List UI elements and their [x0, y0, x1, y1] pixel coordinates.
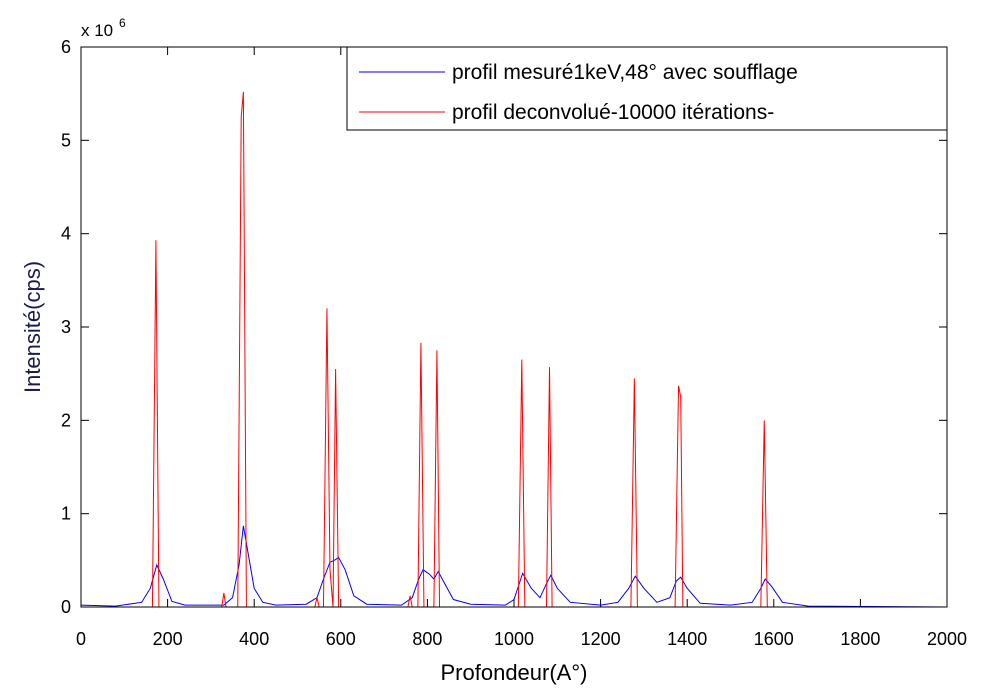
data-line: [80, 525, 948, 608]
y-tick-label: 1: [61, 504, 71, 524]
legend-box: [346, 46, 948, 131]
x-tick-label: 1200: [581, 629, 621, 649]
y-tick-label: 6: [61, 37, 71, 57]
y-tick-label: 2: [61, 410, 71, 430]
x-axis-label: Profondeur(A°): [441, 660, 588, 685]
x-tick-label: 800: [412, 629, 442, 649]
x-tick-label: 600: [326, 629, 356, 649]
y-tick-label: 3: [61, 317, 71, 337]
axis-multiplier-exponent: 6: [119, 16, 126, 30]
x-tick-label: 400: [239, 629, 269, 649]
y-axis-label: Intensité(cps): [20, 261, 45, 393]
legend-label: profil deconvolué-10000 itérations-: [452, 101, 774, 124]
x-tick-label: 0: [76, 629, 86, 649]
y-tick-label: 0: [61, 597, 71, 617]
x-tick-label: 1600: [754, 629, 794, 649]
y-tick-label: 5: [61, 130, 71, 150]
x-tick-label: 200: [153, 629, 183, 649]
x-tick-label: 1000: [494, 629, 534, 649]
legend-label: profil mesuré1keV,48° avec soufflage: [452, 61, 798, 84]
x-tick-label: 1400: [667, 629, 707, 649]
y-tick-label: 4: [61, 224, 71, 244]
x-tick-label: 1800: [840, 629, 880, 649]
x-tick-label: 2000: [927, 629, 967, 649]
axis-multiplier: x 10: [81, 21, 113, 40]
